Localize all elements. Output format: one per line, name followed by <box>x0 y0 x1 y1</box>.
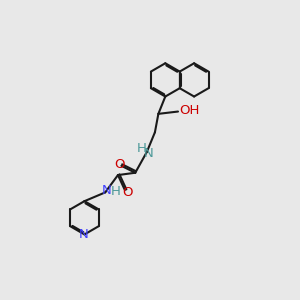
Text: H: H <box>111 185 121 198</box>
Text: N: N <box>144 147 154 160</box>
Text: OH: OH <box>179 104 200 117</box>
Text: H: H <box>137 142 147 155</box>
Text: O: O <box>114 158 124 171</box>
Text: O: O <box>122 186 132 199</box>
Text: N: N <box>101 184 111 196</box>
Text: N: N <box>78 228 88 241</box>
